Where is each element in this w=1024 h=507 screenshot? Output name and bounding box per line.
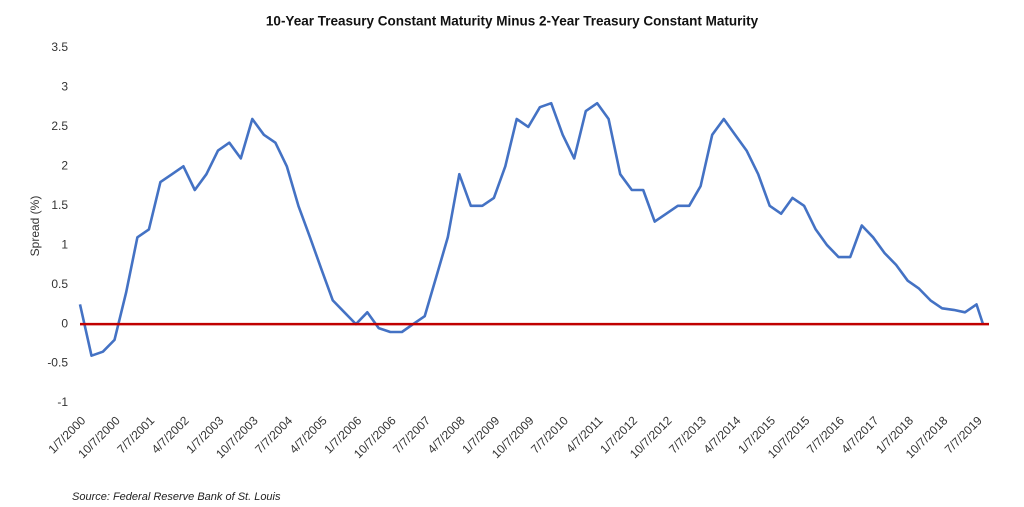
y-tick-label: 3.5 — [51, 40, 68, 54]
spread-line — [78, 101, 985, 357]
x-tick-label: 7/7/2010 — [528, 413, 571, 456]
x-tick-label: 7/7/2019 — [942, 413, 985, 456]
y-tick-label: 1 — [61, 237, 68, 251]
y-tick-label: -1 — [57, 395, 68, 409]
y-tick-label: 0 — [61, 316, 68, 330]
y-tick-label: 0.5 — [51, 277, 68, 291]
chart-title: 10-Year Treasury Constant Maturity Minus… — [266, 14, 759, 29]
y-axis-title: Spread (%) — [28, 196, 42, 257]
y-tick-label: 1.5 — [51, 198, 68, 212]
source-note: Source: Federal Reserve Bank of St. Loui… — [72, 491, 281, 503]
y-tick-label: -0.5 — [47, 356, 68, 370]
y-tick-label: 2.5 — [51, 119, 68, 133]
y-tick-label: 2 — [61, 159, 68, 173]
y-tick-label: 3 — [61, 80, 68, 94]
